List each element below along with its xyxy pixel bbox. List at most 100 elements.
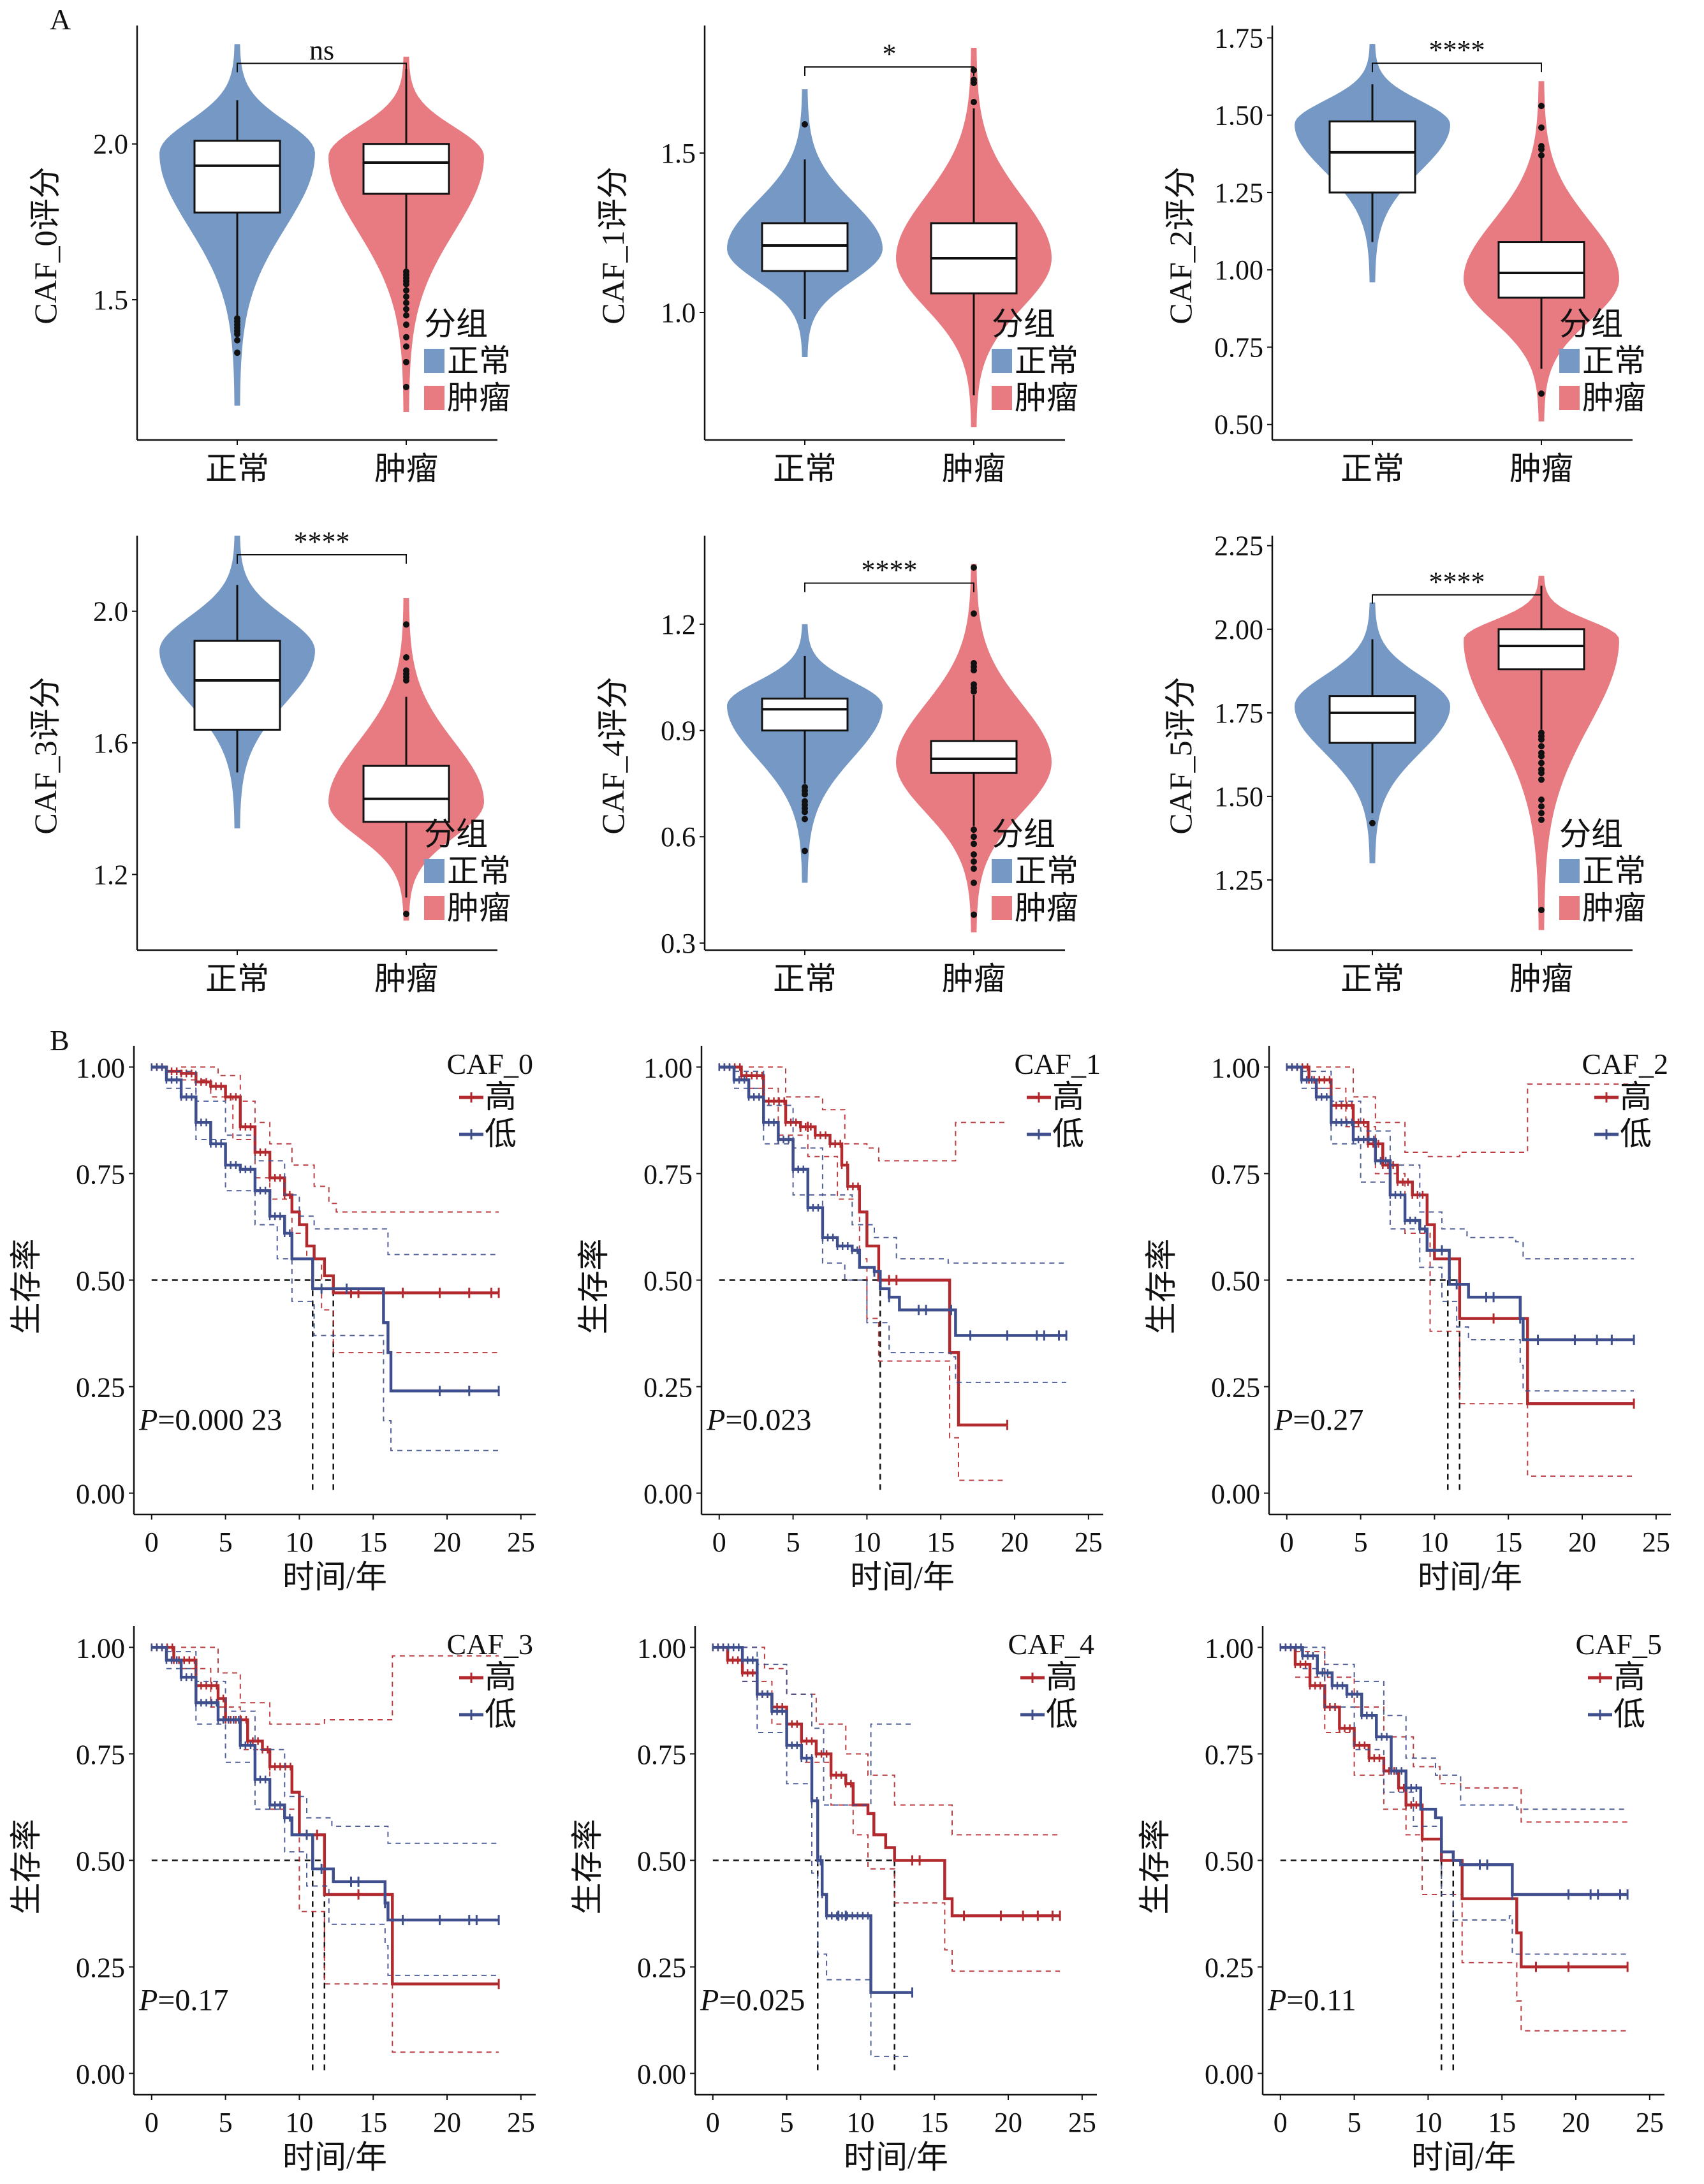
- legend-title: 分组: [1559, 816, 1623, 852]
- km-plot-caf5: 0.00 0.25 0.50 0.75 1.00 0 5 10 15 20 25 时间/年 生存率 P=0…: [1137, 1626, 1664, 2175]
- outlier-point: [1538, 776, 1545, 783]
- legend-label: 高: [1613, 1659, 1645, 1695]
- p-symbol: P: [706, 1403, 725, 1437]
- legend-swatch: [1559, 896, 1580, 920]
- box: [362, 143, 450, 195]
- x-tick-label: 20: [1001, 1527, 1029, 1558]
- p-symbol: P: [138, 1984, 158, 2018]
- x-tick-label: 正常: [1340, 451, 1404, 487]
- y-tick-label: 0.75: [1211, 1159, 1260, 1190]
- legend-label: 低: [1052, 1116, 1084, 1152]
- x-axis-label: 时间/年: [850, 1559, 955, 1595]
- p-value-label: P=0.023: [706, 1403, 811, 1437]
- ci-lower-high: [181, 1079, 499, 1354]
- p-value: =0.11: [1286, 1984, 1356, 2018]
- x-tick-label: 正常: [205, 451, 269, 487]
- legend-label: 肿瘤: [1582, 890, 1646, 926]
- x-tick-label: 5: [1348, 2107, 1362, 2138]
- y-tick-label: 1.50: [1214, 781, 1263, 812]
- y-tick-label: 0.50: [1214, 409, 1263, 441]
- legend-swatch: [424, 386, 444, 410]
- x-tick-label: 肿瘤: [374, 961, 438, 997]
- y-axis-label: CAF_3评分: [27, 677, 63, 834]
- ci-lower-high: [742, 1680, 1061, 1972]
- outlier-point: [971, 833, 977, 840]
- ci-upper-low: [1302, 1646, 1628, 1810]
- outlier-point: [971, 77, 977, 83]
- survival-curve-high: [712, 1646, 1061, 1917]
- ci-upper-low: [742, 1646, 913, 1806]
- km-plot-caf2: 0.00 0.25 0.50 0.75 1.00 0 5 10 15 20 25 时间/年 生存率 P=0…: [1143, 1046, 1671, 1595]
- significance-bracket: [1372, 594, 1542, 604]
- y-tick-label: 1.2: [661, 609, 696, 640]
- legend-swatch: [424, 859, 444, 883]
- legend-label: 肿瘤: [447, 380, 511, 416]
- box: [362, 765, 450, 823]
- km-plot-caf0: 0.00 0.25 0.50 0.75 1.00 0 5 10 15 20 25 时间/年 生存率 P=0…: [8, 1046, 536, 1595]
- legend-label: 低: [1046, 1696, 1078, 1732]
- y-tick-label: 0.00: [1205, 2059, 1254, 2090]
- significance-bracket: [804, 66, 974, 76]
- y-tick-label: 0.75: [637, 1739, 686, 1770]
- x-tick-label: 20: [433, 1527, 461, 1558]
- y-tick-label: 0.00: [1211, 1479, 1260, 1510]
- outlier-point: [971, 99, 977, 105]
- ci-upper-high: [181, 1066, 499, 1213]
- km-plot-caf3: 0.00 0.25 0.50 0.75 1.00 0 5 10 15 20 25 时间/年 生存率 P=0…: [8, 1626, 536, 2175]
- x-tick-label: 肿瘤: [1509, 961, 1573, 997]
- legend-label: 肿瘤: [1582, 380, 1646, 416]
- x-tick-label: 20: [1568, 1527, 1596, 1558]
- legend-label: 高: [485, 1079, 517, 1115]
- y-tick-label: 1.2: [93, 859, 128, 890]
- significance-label: ****: [862, 554, 918, 585]
- outlier-point: [403, 305, 409, 312]
- y-axis-label: 生存率: [8, 1239, 44, 1335]
- outlier-point: [1538, 103, 1545, 110]
- ci-lower-low: [1302, 1087, 1634, 1392]
- y-tick-label: 0.00: [76, 1479, 125, 1510]
- legend-label: 肿瘤: [1015, 380, 1078, 416]
- x-tick-label: 20: [433, 2107, 461, 2138]
- significance-label: *: [883, 38, 897, 70]
- box: [193, 640, 281, 731]
- legend-label: 高: [1052, 1079, 1084, 1115]
- y-tick-label: 0.25: [1211, 1372, 1260, 1403]
- legend-title: CAF_4: [1008, 1628, 1094, 1660]
- outlier-point: [971, 826, 977, 833]
- panel-label-b: B: [50, 1024, 70, 1057]
- legend-label: 正常: [1582, 853, 1646, 889]
- y-tick-label: 1.00: [637, 1632, 686, 1664]
- significance-label: ****: [294, 526, 350, 557]
- y-tick-label: 1.00: [643, 1052, 693, 1083]
- outlier-point: [403, 677, 409, 684]
- legend-swatch: [992, 349, 1012, 373]
- survival-curve-low: [151, 1646, 499, 1922]
- outlier-point: [403, 293, 409, 300]
- legend-title: 分组: [424, 306, 488, 342]
- outlier-point: [971, 610, 977, 617]
- outlier-point: [1538, 146, 1545, 153]
- legend-swatch: [1559, 859, 1580, 883]
- panel-label-a: A: [50, 3, 71, 36]
- outlier-point: [971, 851, 977, 858]
- outlier-point: [1538, 124, 1545, 131]
- p-value-label: P=0.17: [138, 1984, 228, 2018]
- x-tick-label: 0: [1274, 2107, 1288, 2138]
- x-tick-label: 10: [1420, 1527, 1448, 1558]
- box: [193, 140, 281, 214]
- outlier-point: [971, 879, 977, 886]
- outlier-point: [403, 281, 409, 288]
- p-symbol: P: [700, 1984, 719, 2018]
- legend-title: CAF_1: [1015, 1048, 1101, 1080]
- box: [1328, 695, 1416, 744]
- x-tick-label: 25: [1636, 2107, 1664, 2138]
- x-tick-label: 15: [359, 1527, 387, 1558]
- x-tick-label: 15: [1494, 1527, 1522, 1558]
- outlier-point: [1538, 736, 1545, 743]
- x-tick-label: 正常: [1340, 961, 1404, 997]
- legend-label: 高: [1620, 1079, 1652, 1115]
- x-tick-label: 5: [219, 2107, 233, 2138]
- legend-title: 分组: [424, 816, 488, 852]
